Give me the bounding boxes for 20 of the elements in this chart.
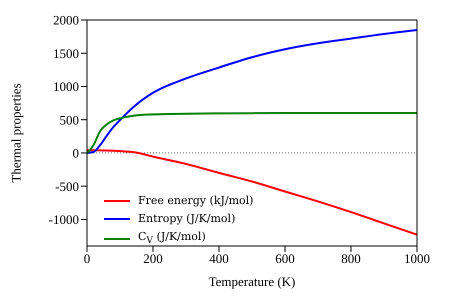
- x-tick-label: 200: [143, 251, 163, 266]
- x-axis-title: Temperature (K): [208, 274, 296, 289]
- x-tick-label: 1000: [404, 251, 430, 266]
- y-axis-title: Thermal properties: [8, 83, 24, 183]
- y-tick-label: -1000: [48, 212, 79, 228]
- legend-label: Entropy (J/K/mol): [138, 211, 236, 227]
- x-tick-label: 0: [84, 251, 90, 266]
- line-series: [87, 112, 417, 154]
- y-tick-label: 500: [60, 112, 79, 128]
- legend-label: Free energy (kJ/mol): [138, 193, 254, 209]
- y-tick-label: 1500: [53, 46, 79, 61]
- y-tick-label: -500: [55, 178, 79, 194]
- line-series: [87, 28, 417, 154]
- y-tick-label: 0: [72, 146, 79, 161]
- legend-label: C$_{V}$ (J/K/mol): [138, 229, 206, 248]
- x-tick-label: 800: [341, 251, 361, 266]
- x-tick-label: 400: [209, 251, 229, 266]
- y-tick-label: 2000: [53, 12, 79, 28]
- x-tick-label: 600: [275, 251, 295, 266]
- y-tick-label: 1000: [53, 79, 79, 94]
